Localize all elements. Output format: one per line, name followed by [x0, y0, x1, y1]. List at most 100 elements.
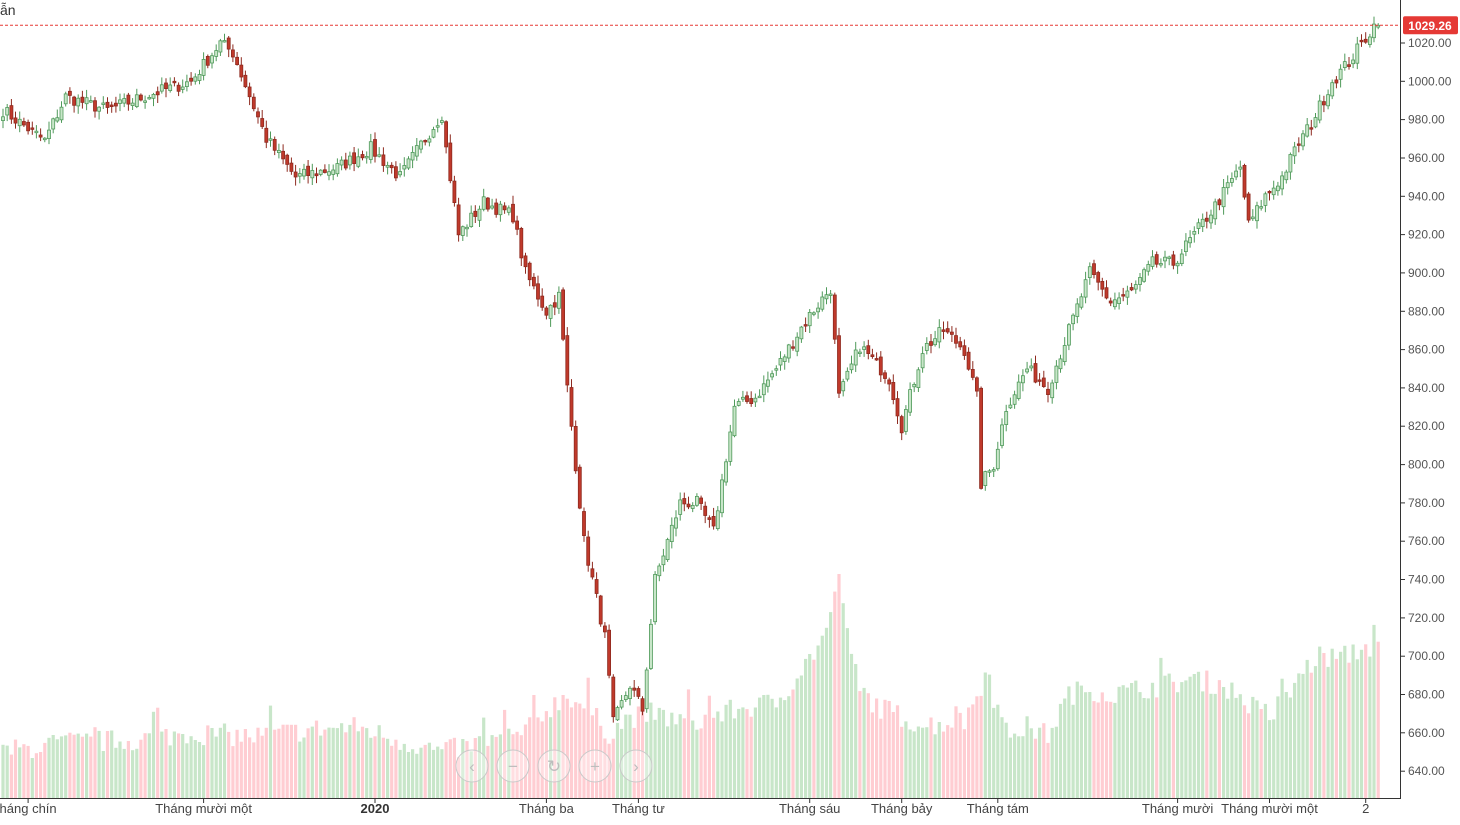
volume-bar	[1167, 673, 1171, 798]
candle-body	[1359, 39, 1364, 43]
volume-bar	[55, 739, 59, 798]
volume-bar	[147, 733, 151, 798]
candle-body	[1280, 175, 1284, 190]
candle	[168, 77, 173, 93]
candle	[532, 273, 536, 290]
zoom-out-button[interactable]: −	[496, 749, 530, 783]
candle-body	[995, 448, 1000, 470]
candle	[1246, 191, 1251, 223]
candle	[849, 355, 854, 374]
volume-bar	[1238, 694, 1242, 798]
zoom-in-button[interactable]: +	[578, 749, 612, 783]
volume-bar	[1222, 687, 1226, 798]
volume-bar	[1322, 653, 1326, 798]
candle-body	[1242, 164, 1247, 198]
candle-body	[9, 105, 14, 120]
candle	[724, 458, 728, 486]
candle-body	[373, 139, 377, 157]
candle	[260, 110, 265, 129]
candle-body	[1263, 193, 1268, 206]
candle	[1171, 250, 1176, 270]
volume-bar	[987, 674, 992, 798]
candle-body	[143, 100, 148, 103]
volume-bar	[1330, 648, 1334, 798]
volume-bar	[427, 742, 431, 798]
candle-body	[55, 117, 60, 122]
candle	[1079, 293, 1084, 310]
volume-bar	[758, 697, 762, 798]
candle-body	[682, 498, 687, 505]
volume-bar	[1079, 685, 1083, 798]
volume-bar	[1092, 701, 1096, 798]
candle-body	[786, 344, 791, 359]
candle	[1267, 190, 1272, 201]
volume-bar	[975, 696, 979, 798]
time-tick-label: Tháng bảy	[871, 801, 933, 816]
candle-body	[385, 164, 390, 168]
volume-bar	[51, 735, 55, 798]
volume-bar	[189, 736, 193, 798]
candle-body	[205, 56, 210, 66]
candle	[13, 111, 18, 129]
candle	[494, 198, 499, 218]
candle-body	[845, 370, 850, 380]
scroll-left-button[interactable]: ‹	[455, 749, 489, 783]
minus-icon: −	[508, 757, 518, 776]
volume-bar	[774, 707, 778, 798]
candle	[1363, 32, 1368, 44]
price-tick-label: 660.00	[1408, 726, 1445, 740]
candle-body	[966, 351, 971, 370]
candle	[870, 348, 875, 359]
candle-body	[904, 409, 908, 432]
candle	[230, 44, 235, 63]
volume-bar	[210, 728, 214, 798]
candle	[1271, 180, 1276, 200]
candle	[824, 287, 829, 305]
candle-body	[674, 517, 678, 529]
volume-bar	[1025, 716, 1029, 798]
candle	[1276, 181, 1280, 196]
candle-body	[1246, 193, 1251, 221]
volume-bar	[227, 731, 231, 798]
volume-bar	[741, 707, 745, 798]
candle	[841, 378, 846, 397]
reset-zoom-button[interactable]: ↻	[537, 749, 571, 783]
candle-body	[1347, 64, 1351, 67]
volume-bar	[996, 704, 1000, 798]
candle-body	[1050, 382, 1055, 399]
volume-bar	[1293, 682, 1297, 798]
candle-body	[807, 311, 812, 327]
candle	[761, 375, 766, 403]
time-tick-label: Tháng mười một	[155, 801, 252, 816]
candle	[536, 275, 540, 307]
price-tick-label: 700.00	[1408, 649, 1445, 663]
candle	[172, 77, 177, 87]
candle	[916, 367, 921, 392]
candle-body	[427, 138, 432, 143]
candle-body	[402, 165, 407, 170]
candle	[1192, 226, 1197, 243]
volume-bar	[1125, 687, 1129, 798]
candle	[1163, 250, 1167, 269]
candle-body	[594, 579, 599, 594]
volume-bar	[126, 741, 130, 798]
volume-bar	[273, 729, 277, 798]
candle-body	[1, 116, 5, 122]
candle	[1301, 130, 1305, 151]
candle-body	[268, 138, 273, 141]
candle	[331, 164, 336, 181]
volume-bar	[983, 672, 987, 798]
volume-bar	[712, 717, 716, 798]
volume-bar	[820, 635, 824, 798]
candle-body	[628, 687, 632, 699]
volume-bar	[737, 708, 741, 798]
plus-icon: +	[590, 757, 600, 776]
candle-body	[17, 118, 22, 127]
candle	[569, 379, 574, 431]
candle	[59, 101, 64, 123]
legend-fragment: ẫn	[0, 2, 16, 18]
candle	[603, 622, 607, 638]
scroll-right-button[interactable]: ›	[619, 749, 653, 783]
